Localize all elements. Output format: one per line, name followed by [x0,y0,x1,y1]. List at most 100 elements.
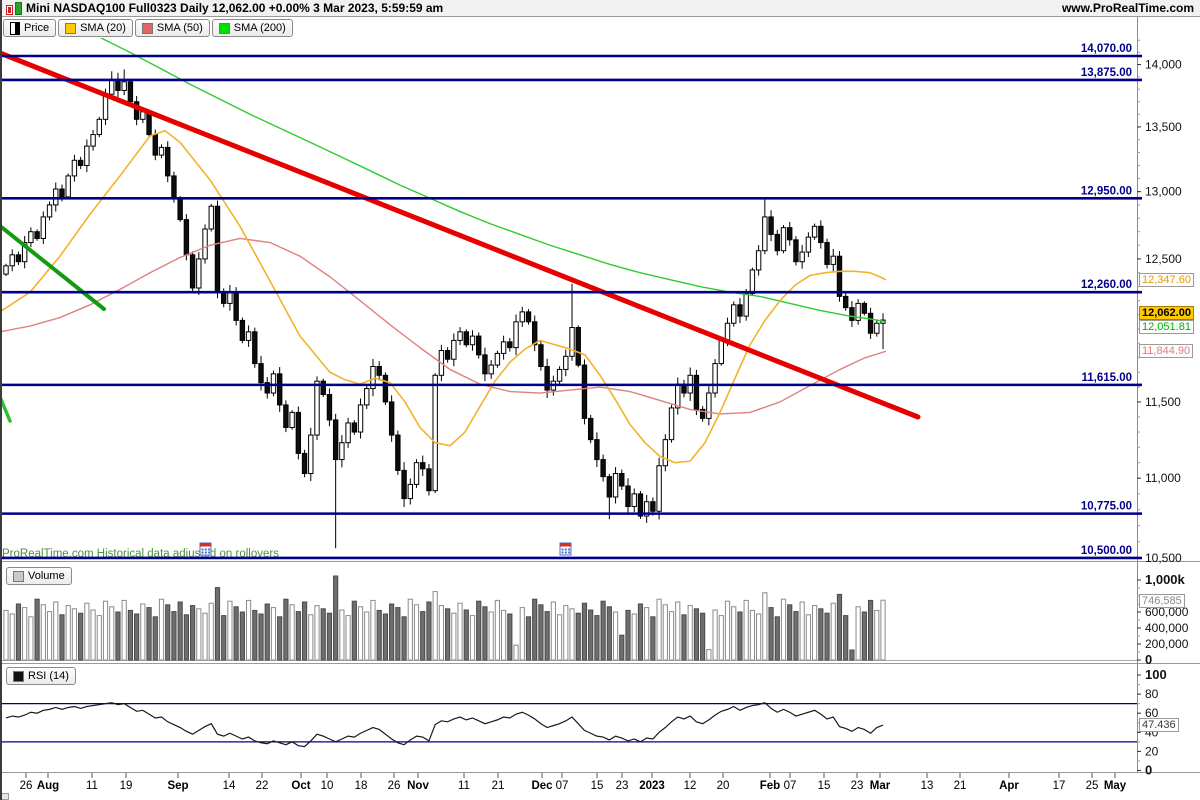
volume-bar [606,606,612,661]
candle-body [643,501,650,517]
volume-tick-label: 200,000 [1145,637,1189,651]
volume-bar [700,612,706,661]
volume-bar [283,598,289,661]
candle-body [731,304,737,324]
date-tick-label: 07 [556,780,569,792]
volume-bar [874,609,880,661]
volume-bar [476,600,482,661]
candle-body [774,233,780,252]
candle-body [594,439,600,461]
volume-bar [295,611,301,661]
volume-bar [196,608,202,661]
sma200-legend-button[interactable]: SMA (200) [211,19,293,37]
sma20-legend-button[interactable]: SMA (20) [58,19,133,37]
candle-body [843,295,849,309]
volume-bar [71,608,78,661]
date-tick-label: 15 [818,780,831,792]
volume-bar [389,603,395,661]
volume-bar [426,601,432,661]
sma20-color-swatch-icon [65,22,77,34]
candle-body [849,307,855,321]
candle-body [855,302,861,321]
volume-bar [333,575,339,661]
volume-bar [22,607,28,661]
candle-body [401,469,407,500]
volume-bar [301,601,308,661]
volume-bar [420,611,426,661]
volume-bar [594,615,600,661]
candle-body [65,175,71,198]
candle-body [581,364,588,419]
sma50-color-swatch-icon [141,22,153,34]
trendline [0,50,921,420]
prorealtime-link[interactable]: www.ProRealTime.com [1061,1,1194,15]
candle-body [295,411,302,454]
rsi-panel-button[interactable]: RSI (14) [6,667,76,685]
candle-body [451,339,457,360]
date-tick-label: 23 [616,780,629,792]
volume-bar [743,599,749,661]
volume-bar [146,607,152,661]
volume-bar [687,605,693,661]
volume-bar [84,602,90,661]
candle-body [650,501,656,512]
date-tick-label: 17 [1053,780,1066,792]
price-tick-label: 11,500 [1145,395,1181,409]
rsi-tick-label: 60 [1145,706,1159,720]
volume-bar [102,600,109,661]
sma50-legend-button[interactable]: SMA (50) [134,19,210,37]
candle-body [339,442,345,461]
candle-body [301,452,308,475]
window-left-edge [0,0,2,800]
price-tick-label: 12,500 [1145,252,1182,266]
candle-body [830,255,836,265]
volume-bar [3,609,9,661]
volume-bar [109,606,115,661]
volume-bar [382,613,389,661]
candle-body [34,231,40,239]
candle-body [625,485,631,507]
volume-bar [793,611,799,661]
sma20-line [0,129,887,464]
candle-body [818,225,824,244]
candle-body [258,363,264,384]
volume-bar [749,609,755,661]
price-legend-button[interactable]: Price [3,19,57,37]
volume-bar [258,613,264,661]
candle-body [706,392,712,419]
volume-bar [165,604,171,661]
rsi-plot [0,702,1137,748]
candle-body [556,368,563,382]
volume-bar [245,599,252,661]
candle-body [3,265,9,275]
volume-bar [787,604,793,661]
volume-bar [277,616,283,661]
volume-bar [494,599,500,661]
volume-panel-button[interactable]: Volume [6,567,72,585]
date-tick-label: 12 [684,780,697,792]
volume-current-value-box: 746,585 [1139,594,1185,608]
volume-bar [768,607,774,661]
volume-tick-label: 400,000 [1145,621,1189,635]
volume-bar [370,599,376,661]
volume-bar [407,598,413,661]
instrument-candle-icon [6,1,22,15]
candle-body [861,302,868,314]
volume-bar [525,616,532,661]
volume-bar [724,600,731,661]
volume-bar [519,607,525,661]
candle-body [252,331,258,365]
volume-bar [681,614,687,661]
candle-body [276,373,283,406]
trendlines [0,50,921,423]
candle-body [805,236,812,253]
volume-bar [706,649,712,661]
candle-body [755,250,762,271]
date-tick-label: Aug [37,780,59,792]
volume-bar [650,616,656,661]
volume-bar [668,611,675,661]
candle-body [787,227,793,241]
volume-bar [731,606,737,661]
